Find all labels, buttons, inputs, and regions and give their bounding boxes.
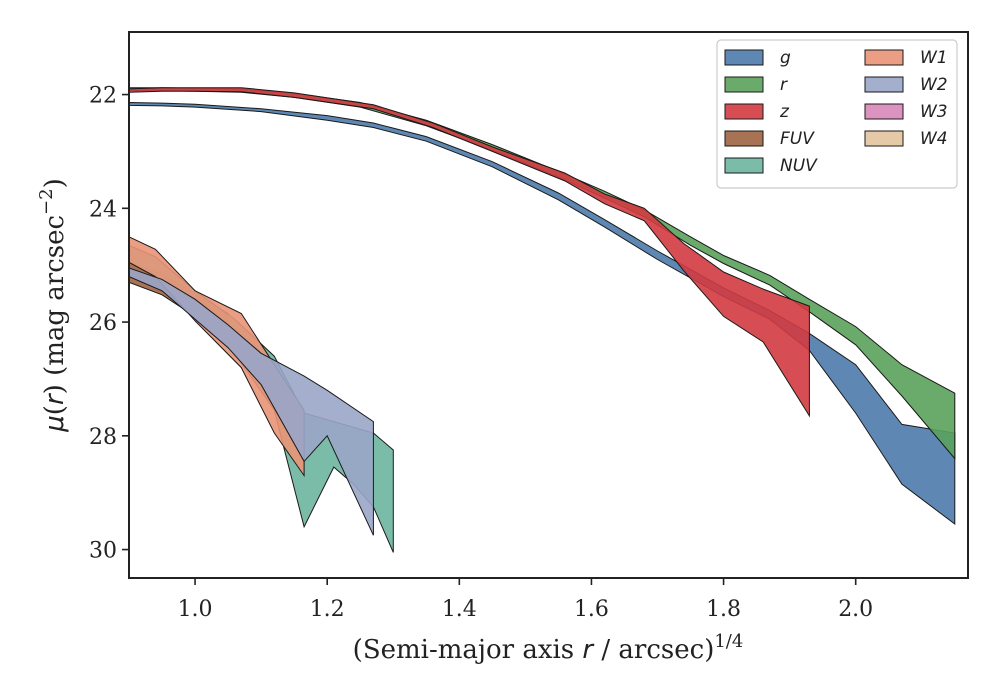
x-tick-label: 1.8 [706,597,741,622]
x-tick-label: 1.2 [310,597,345,622]
x-tick-label: 1.4 [442,597,477,622]
legend-label-r: r [780,75,788,95]
legend: grz FUV NUV W1 W2 W3 W4 [716,39,958,189]
series-band-w2 [129,267,374,536]
y-tick-label: 28 [89,425,117,450]
y-tick-label: 26 [89,311,117,336]
legend-swatch-w3 [864,103,904,120]
legend-swatch-z [724,103,764,120]
x-tick-label: 2.0 [838,597,873,622]
legend-label-w1: W1 [920,48,948,68]
legend-label-g: g [780,48,791,68]
legend-swatch-w4 [864,130,904,147]
x-axis: 1.0 1.2 1.4 1.6 1.8 2.0 [178,578,873,622]
x-axis-label: (Semi-major axis r / arcsec)1/4 [353,631,744,665]
legend-label-w2: W2 [920,75,948,95]
legend-swatch-w2 [864,76,904,93]
plot-frame [128,31,969,579]
legend-swatch-g [724,49,764,66]
series-band-g [129,101,956,526]
x-tick-label: 1.0 [178,597,213,622]
y-tick-label: 22 [89,84,117,109]
legend-label-z: z [779,102,790,122]
x-tick-label: 1.6 [574,597,609,622]
series-band-z [129,87,810,418]
legend-swatch-nuv [724,157,764,174]
legend-label-fuv: FUV [780,129,815,149]
legend-label-w4: W4 [920,129,948,149]
legend-swatch-w1 [864,49,904,66]
y-axis-label: μ(r) (mag arcsec−2) [36,178,70,433]
series-layer [129,87,956,553]
legend-swatch-r [724,76,764,93]
y-axis: 22 24 26 28 30 [89,84,129,564]
legend-swatch-fuv [724,130,764,147]
legend-label-w3: W3 [920,102,948,122]
legend-label-nuv: NUV [780,156,818,176]
y-tick-label: 24 [89,197,117,222]
y-tick-label: 30 [89,539,117,564]
